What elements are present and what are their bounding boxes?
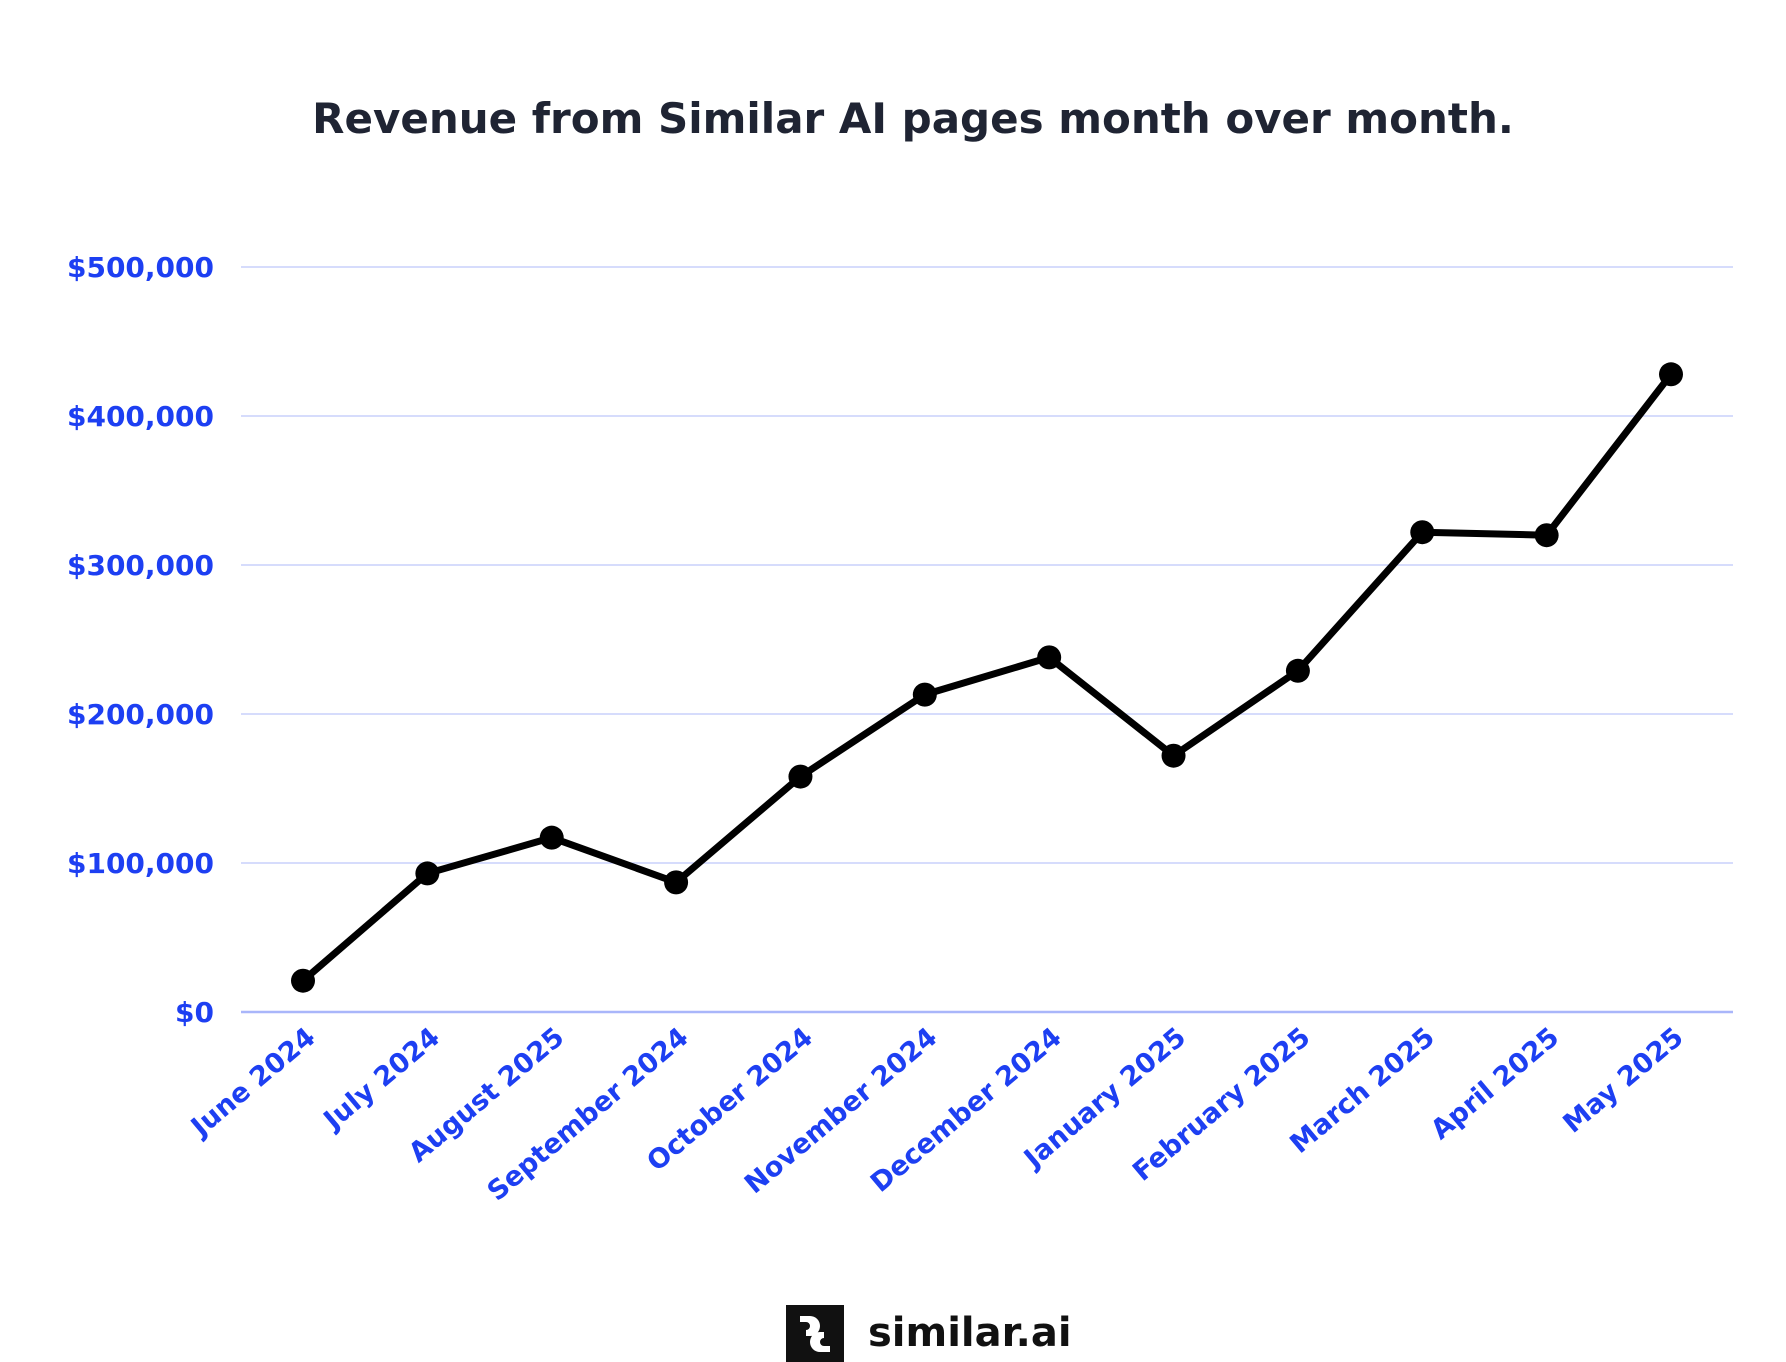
data-point — [912, 682, 937, 707]
data-point — [539, 825, 564, 850]
y-tick-label: $100,000 — [67, 847, 214, 880]
data-point — [1534, 523, 1559, 548]
data-point — [415, 861, 440, 886]
data-point — [1659, 362, 1683, 387]
data-point — [1410, 520, 1435, 545]
revenue-series — [291, 362, 1683, 993]
x-tick-label: July 2024 — [317, 1022, 446, 1137]
y-tick-label: $400,000 — [67, 400, 214, 433]
y-axis-ticks: $0 $100,000 $200,000 $300,000 $400,000 $500,0… — [67, 251, 214, 1029]
y-tick-label: $500,000 — [67, 251, 214, 284]
data-point — [1037, 645, 1062, 670]
logo-mark-icon — [786, 1305, 844, 1362]
similar-ai-logo: similar.ai — [786, 1305, 1072, 1362]
grid-lines — [241, 266, 1733, 1014]
chart-title: Revenue from Similar AI pages month over… — [312, 94, 1514, 143]
data-point — [291, 968, 315, 993]
x-tick-label: April 2025 — [1425, 1022, 1565, 1146]
x-tick-label: June 2024 — [184, 1022, 321, 1144]
y-tick-label: $0 — [175, 996, 214, 1029]
series-line — [300, 372, 1674, 984]
data-point — [664, 870, 689, 895]
x-tick-label: September 2024 — [482, 1022, 695, 1208]
data-point — [1285, 658, 1310, 683]
y-tick-label: $200,000 — [67, 698, 214, 731]
x-tick-label: May 2025 — [1557, 1022, 1689, 1140]
logo-text: similar.ai — [868, 1310, 1072, 1356]
data-point — [788, 764, 813, 789]
y-tick-label: $300,000 — [67, 549, 214, 582]
data-point — [1161, 743, 1186, 768]
